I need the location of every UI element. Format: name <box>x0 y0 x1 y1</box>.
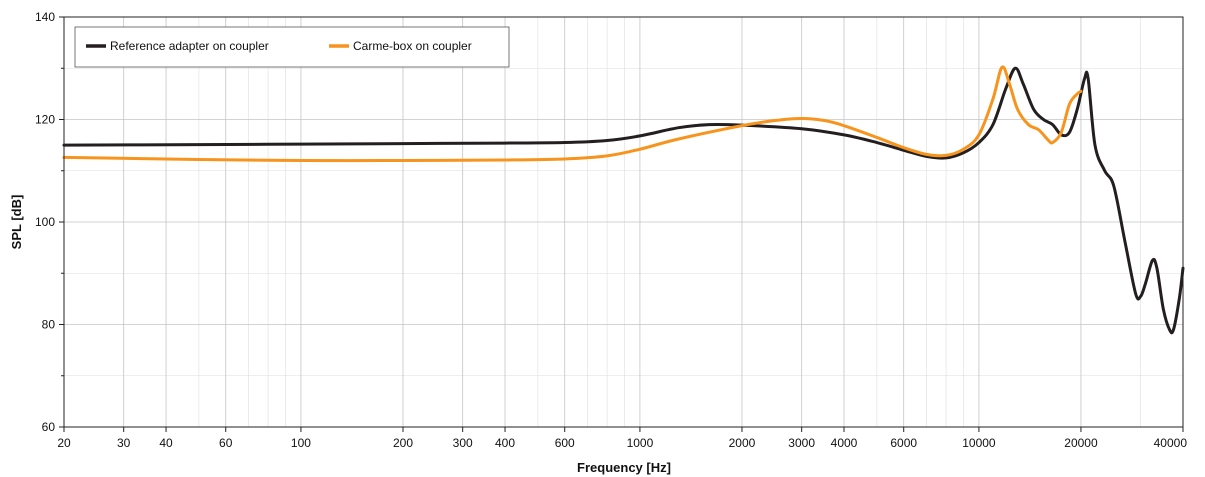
series-line-reference <box>62 66 1185 335</box>
series-line-carme-box <box>62 65 1083 163</box>
y-axis-title: SPL [dB] <box>9 195 24 250</box>
x-axis-title: Frequency [Hz] <box>577 460 671 475</box>
legend-label-carme-box: Carme-box on coupler <box>353 39 472 53</box>
x-axis-ticks: 20 30 40 60 100 200 300 400 600 1000 2000 3000 4000 6… <box>57 427 1187 450</box>
legend-label-reference: Reference adapter on coupler <box>110 39 269 53</box>
y-tick-label: 60 <box>42 420 56 434</box>
legend-box <box>74 26 510 68</box>
x-tick-label: 40000 <box>1154 436 1188 450</box>
x-tick-label: 3000 <box>788 436 815 450</box>
x-tick-label: 300 <box>453 436 473 450</box>
y-tick-label: 100 <box>35 215 55 229</box>
legend[interactable]: Reference adapter on coupler Carme-box o… <box>74 26 510 68</box>
y-tick-label: 120 <box>35 113 55 127</box>
x-tick-label: 100 <box>291 436 311 450</box>
x-tick-label: 400 <box>495 436 515 450</box>
x-tick-label: 40 <box>159 436 173 450</box>
x-tick-label: 20000 <box>1064 436 1098 450</box>
series-lines <box>62 65 1185 335</box>
grid <box>63 16 1184 428</box>
x-tick-label: 200 <box>393 436 413 450</box>
y-tick-label: 140 <box>35 10 55 24</box>
x-tick-label: 1000 <box>627 436 654 450</box>
x-tick-label: 30 <box>117 436 131 450</box>
x-tick-label: 600 <box>555 436 575 450</box>
x-tick-label: 60 <box>219 436 233 450</box>
x-tick-label: 10000 <box>962 436 996 450</box>
x-tick-label: 4000 <box>831 436 858 450</box>
y-tick-label: 80 <box>42 318 56 332</box>
x-tick-label: 6000 <box>890 436 917 450</box>
x-tick-label: 20 <box>57 436 71 450</box>
y-axis-ticks: 60 80 100 120 140 <box>35 10 64 434</box>
x-tick-label: 2000 <box>729 436 756 450</box>
